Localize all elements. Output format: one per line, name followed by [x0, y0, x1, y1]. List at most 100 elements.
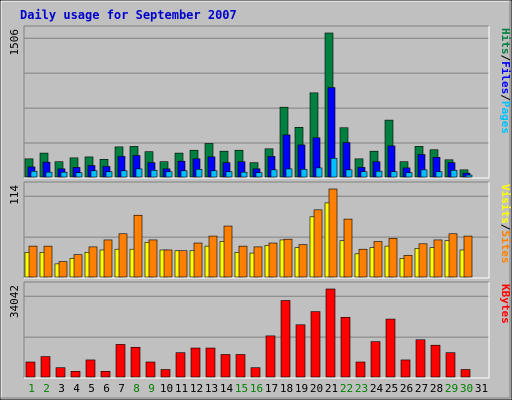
bar-kbytes-day-7 — [115, 344, 126, 378]
bar-kbytes-day-3 — [55, 367, 66, 378]
day-label-19: 19 — [295, 382, 308, 395]
bar-pages-day-22 — [345, 169, 353, 178]
bar-pages-day-14 — [225, 171, 233, 178]
bar-pages-day-27 — [420, 169, 428, 178]
bar-kbytes-day-17 — [265, 335, 276, 378]
bar-sites-day-19 — [298, 244, 308, 278]
bar-pages-day-4 — [75, 172, 83, 178]
bar-pages-day-16 — [255, 172, 263, 178]
day-label-21: 21 — [325, 382, 338, 395]
bar-sites-day-24 — [373, 241, 383, 278]
plot-area-kbytes — [24, 282, 489, 378]
bar-kbytes-day-30 — [460, 369, 471, 378]
day-label-6: 6 — [103, 382, 110, 395]
panel-kbytes: 34042 KBytes — [8, 281, 512, 379]
day-label-3: 3 — [58, 382, 65, 395]
legend-entry-pages: Pages — [499, 101, 512, 134]
bar-sites-day-10 — [163, 249, 173, 278]
day-label-31: 31 — [475, 382, 488, 395]
bar-sites-day-28 — [433, 239, 443, 278]
bar-pages-day-29 — [450, 170, 458, 178]
day-label-14: 14 — [220, 382, 234, 395]
bar-pages-day-21 — [330, 158, 338, 178]
legend-kbytes: KBytes — [499, 284, 512, 324]
day-label-20: 20 — [310, 382, 323, 395]
plot-area-hits-files-pages — [24, 26, 489, 178]
day-label-22: 22 — [340, 382, 353, 395]
max-label-kbytes: 34042 — [8, 285, 21, 318]
bar-kbytes-day-14 — [220, 354, 231, 378]
day-label-9: 9 — [148, 382, 155, 395]
bar-sites-day-3 — [58, 261, 68, 278]
bar-pages-day-15 — [240, 171, 248, 178]
bar-kbytes-day-25 — [385, 318, 396, 378]
bar-pages-day-13 — [210, 170, 218, 178]
bar-kbytes-day-6 — [100, 371, 111, 378]
bar-kbytes-day-20 — [310, 311, 321, 378]
bar-kbytes-day-2 — [40, 356, 51, 378]
bar-kbytes-day-26 — [400, 359, 411, 378]
bar-sites-day-12 — [193, 242, 203, 278]
day-label-1: 1 — [28, 382, 35, 395]
bar-kbytes-day-19 — [295, 324, 306, 378]
day-label-8: 8 — [133, 382, 140, 395]
bar-kbytes-day-27 — [415, 339, 426, 378]
day-label-26: 26 — [400, 382, 413, 395]
bar-pages-day-2 — [45, 171, 53, 178]
bar-pages-day-19 — [300, 169, 308, 178]
bar-sites-day-6 — [103, 239, 113, 278]
max-label-hits-files-pages: 1506 — [8, 29, 21, 56]
bar-pages-day-17 — [270, 169, 278, 178]
bar-pages-day-12 — [195, 169, 203, 178]
day-label-5: 5 — [88, 382, 95, 395]
legend-entry-kbytes: KBytes — [499, 284, 512, 324]
chart-title: Daily usage for September 2007 — [20, 8, 237, 22]
bar-sites-day-26 — [403, 255, 413, 278]
bar-kbytes-day-13 — [205, 347, 216, 378]
bar-pages-day-20 — [315, 167, 323, 178]
bar-pages-day-23 — [360, 171, 368, 178]
bar-kbytes-day-29 — [445, 352, 456, 378]
bar-kbytes-day-24 — [370, 341, 381, 378]
bar-sites-day-7 — [118, 233, 128, 278]
bar-sites-day-15 — [238, 245, 248, 278]
bar-kbytes-day-9 — [145, 361, 156, 378]
bar-pages-day-7 — [120, 170, 128, 178]
max-label-visits-sites: 114 — [8, 185, 21, 205]
bar-pages-day-30 — [465, 174, 473, 178]
bar-pages-day-26 — [405, 172, 413, 178]
legend-entry-slash: / — [499, 55, 512, 62]
bar-kbytes-day-28 — [430, 344, 441, 378]
bar-kbytes-day-11 — [175, 352, 186, 378]
legend-entry-files: Files — [499, 61, 512, 94]
bar-pages-day-10 — [165, 171, 173, 178]
day-label-18: 18 — [280, 382, 293, 395]
day-label-15: 15 — [235, 382, 248, 395]
legend-hits-files-pages: Hits/Files/Pages — [499, 28, 512, 134]
bar-sites-day-17 — [268, 242, 278, 278]
bar-sites-day-9 — [148, 239, 158, 278]
bar-sites-day-5 — [88, 246, 98, 278]
bar-sites-day-23 — [358, 248, 368, 278]
bar-sites-day-21 — [328, 188, 338, 278]
bar-pages-day-24 — [375, 170, 383, 178]
day-label-7: 7 — [118, 382, 125, 395]
bar-sites-day-30 — [463, 235, 473, 278]
day-label-23: 23 — [355, 382, 368, 395]
day-label-30: 30 — [460, 382, 473, 395]
bar-sites-day-4 — [73, 254, 83, 278]
day-label-2: 2 — [43, 382, 50, 395]
legend-entry-slash: / — [499, 94, 512, 101]
bar-pages-day-25 — [390, 171, 398, 178]
bar-kbytes-day-4 — [70, 371, 81, 378]
bar-sites-day-13 — [208, 235, 218, 278]
bar-pages-day-1 — [30, 170, 38, 178]
bar-pages-day-18 — [285, 168, 293, 178]
bar-kbytes-day-10 — [160, 369, 171, 378]
bar-pages-day-3 — [60, 171, 68, 178]
bar-sites-day-11 — [178, 250, 188, 278]
bar-sites-day-1 — [28, 245, 38, 278]
bar-sites-day-27 — [418, 243, 428, 278]
bar-pages-day-28 — [435, 171, 443, 178]
